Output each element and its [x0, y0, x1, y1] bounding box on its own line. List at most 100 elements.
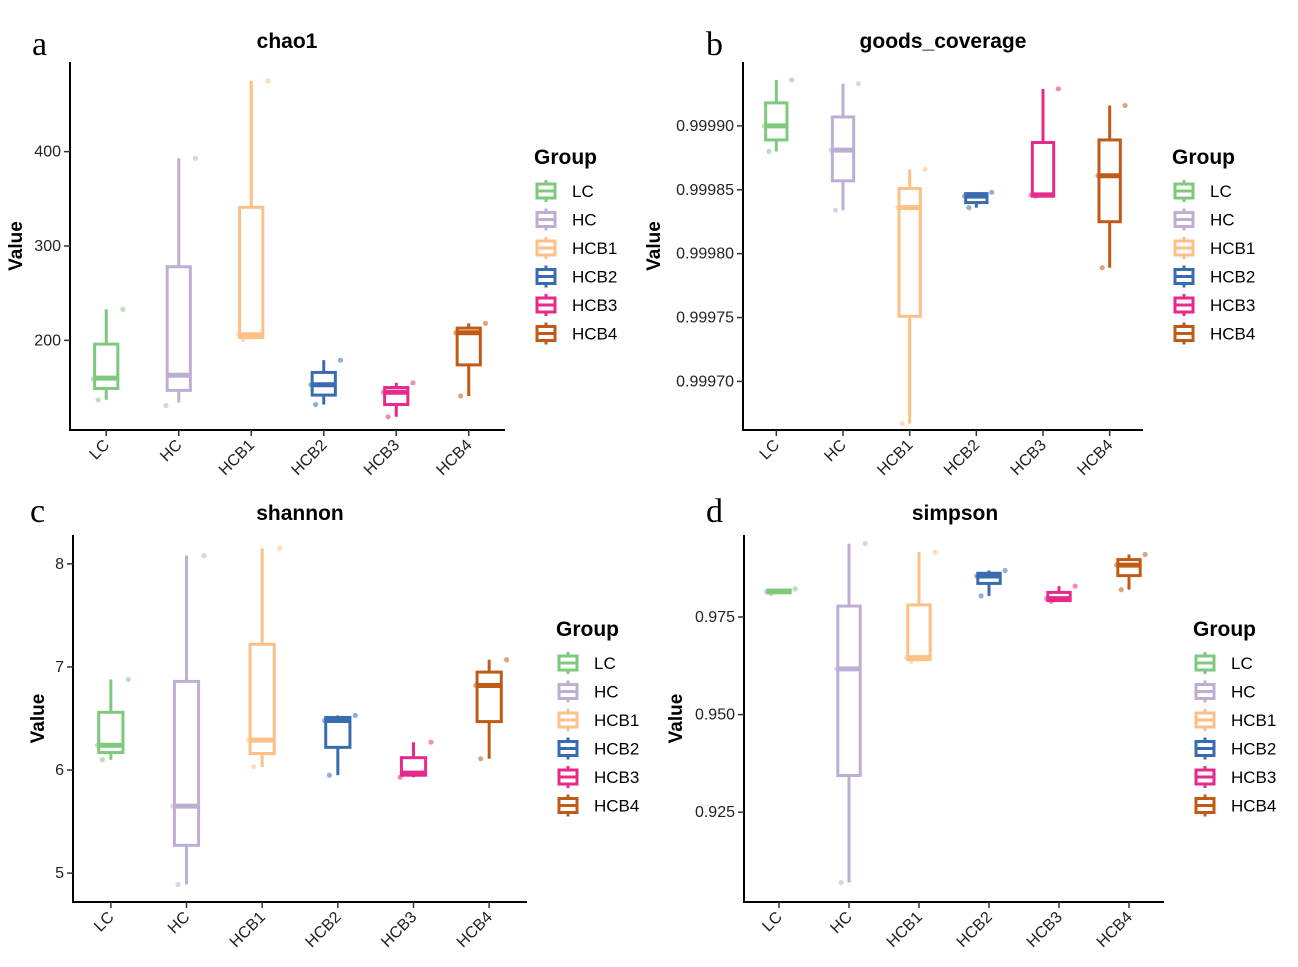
box-body [172, 679, 201, 847]
x-tick-label: HCB4 [1074, 437, 1116, 479]
data-point [170, 803, 176, 809]
panel-a-chao1: a chao1 Value 200 300 400 LC HC HCB1 HCB2 HCB3 HCB4… [6, 26, 617, 479]
data-point [277, 545, 283, 552]
box-body [455, 326, 482, 367]
legend-item-hcb3: HCB3 [1173, 294, 1255, 316]
box-hcb1 [246, 545, 283, 770]
chart-title: goods_coverage [860, 30, 1027, 53]
x-tick-label: LC [759, 909, 785, 935]
data-point [321, 717, 328, 724]
data-point [978, 593, 984, 599]
data-point [862, 540, 868, 547]
legend-item-hcb4: HCB4 [535, 322, 617, 345]
legend-title: Group [1193, 618, 1256, 641]
data-point [428, 739, 434, 745]
y-tick-label: 5 [55, 865, 64, 882]
data-point [1099, 265, 1105, 271]
legend-label: HCB4 [1210, 325, 1255, 344]
box-hc [828, 81, 861, 213]
data-point [762, 123, 768, 129]
y-axis-label: Value [666, 694, 687, 744]
legend-label: HCB1 [594, 711, 639, 730]
x-tick-label: HCB4 [454, 909, 496, 951]
box-lc [762, 77, 795, 155]
legend-item-hcb4: HCB4 [1173, 322, 1255, 345]
data-point [201, 553, 207, 559]
chart-title: chao1 [257, 30, 318, 53]
panel-letter: b [706, 26, 723, 63]
data-point [1142, 551, 1148, 558]
x-tick-label: HCB2 [954, 909, 996, 951]
legend-label: LC [1210, 182, 1232, 201]
legend-item-hcb4: HCB4 [1194, 794, 1276, 817]
x-tick-label: HCB3 [361, 437, 403, 479]
data-point [1002, 567, 1008, 574]
data-point [904, 654, 910, 661]
legend-label: HCB1 [1231, 711, 1276, 730]
y-tick-label: 8 [55, 556, 64, 573]
data-point [313, 401, 319, 408]
data-point [832, 207, 839, 213]
box-hc [170, 553, 207, 888]
legend-title: Group [1172, 146, 1235, 169]
legend-label: HCB3 [1231, 768, 1276, 787]
data-point [1028, 192, 1034, 198]
data-point [99, 757, 105, 763]
legend-item-hcb1: HCB1 [535, 237, 617, 259]
legend-label: HC [1231, 683, 1256, 702]
data-point [94, 742, 101, 748]
box-hcb4 [473, 657, 510, 762]
legend-item-hc: HC [1173, 208, 1235, 231]
data-point [246, 737, 252, 743]
data-point [966, 205, 972, 211]
box-hcb3 [397, 739, 434, 780]
y-tick-label: 0.950 [695, 707, 735, 724]
data-point [974, 573, 980, 579]
data-point [768, 590, 774, 597]
legend-label: HCB2 [1210, 268, 1255, 287]
y-tick-label: 300 [34, 238, 61, 255]
x-tick-label: HC [821, 437, 849, 465]
data-point [1055, 86, 1061, 92]
legend-item-hcb3: HCB3 [557, 766, 639, 788]
data-point [168, 372, 174, 378]
x-tick-label: HCB3 [1024, 909, 1066, 951]
box-body [248, 642, 276, 756]
box-body [93, 342, 120, 390]
data-point [1095, 173, 1101, 179]
legend-label: HCB4 [572, 325, 617, 344]
x-tick-label: HCB3 [378, 909, 420, 951]
legend-item-hcb4: HCB4 [557, 794, 639, 817]
data-point [828, 147, 834, 153]
data-point [789, 77, 795, 83]
data-point [1048, 598, 1054, 604]
legend-item-lc: LC [1194, 652, 1253, 674]
data-point [380, 389, 387, 395]
data-point [1032, 193, 1039, 199]
panel-d-simpson: d simpson Value 0.925 0.950 0.975 LC HC HCB1 HCB2… [666, 493, 1276, 951]
box-body [897, 187, 922, 318]
box-body [1030, 141, 1056, 198]
data-point [240, 336, 246, 343]
data-point [834, 666, 840, 672]
x-tick-label: HCB2 [941, 437, 983, 479]
legend-item-hcb1: HCB1 [1194, 709, 1276, 731]
x-tick-label: LC [757, 437, 783, 463]
box-body [906, 603, 932, 662]
box-hcb2 [974, 567, 1008, 599]
data-point [453, 330, 459, 336]
legend-title: Group [534, 146, 597, 169]
data-point [265, 78, 271, 84]
box-lc [764, 586, 798, 597]
data-point [402, 770, 408, 776]
panel-letter: a [32, 26, 47, 63]
x-tick-label: HC [165, 909, 193, 937]
legend-label: LC [594, 654, 616, 673]
data-point [192, 155, 199, 161]
box-hcb2 [321, 712, 358, 778]
data-point [397, 774, 403, 780]
data-point [337, 357, 344, 363]
legend-label: LC [1231, 654, 1253, 673]
